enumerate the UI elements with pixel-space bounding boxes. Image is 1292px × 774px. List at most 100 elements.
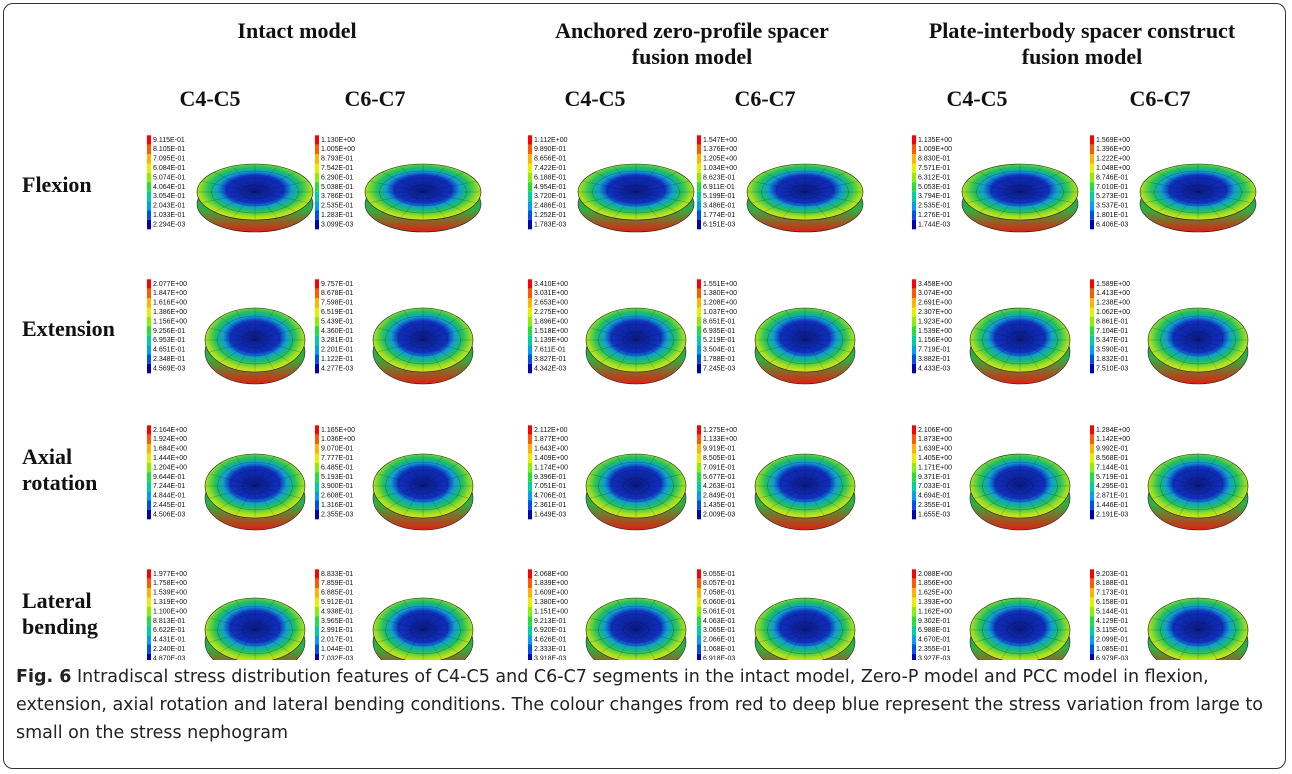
legend-swatch [697, 626, 701, 635]
legend-label: 4.670E-01 [918, 637, 950, 644]
legend-label: 5.219E-01 [703, 337, 735, 344]
legend-label: 7.058E-01 [703, 590, 735, 597]
legend-swatch [315, 317, 319, 326]
legend-label: 1.036E+00 [321, 436, 355, 443]
legend-swatch [697, 510, 701, 519]
legend-swatch [912, 626, 916, 635]
legend-swatch [315, 454, 319, 463]
legend-swatch [697, 607, 701, 616]
legend-swatch [912, 173, 916, 182]
legend-label: 7.571E-01 [918, 165, 950, 172]
legend-label: 5.074E-01 [153, 174, 185, 181]
legend-label: 5.053E-01 [918, 184, 950, 191]
legend-swatch [147, 220, 151, 229]
legend-swatch [315, 425, 319, 434]
legend-label: 8.813E-01 [153, 618, 185, 625]
legend-swatch [697, 355, 701, 364]
legend-swatch [147, 579, 151, 588]
legend-label: 8.678E-01 [321, 290, 353, 297]
legend-swatch [315, 435, 319, 444]
legend-label: 2.871E-01 [1096, 493, 1128, 500]
legend-swatch [147, 510, 151, 519]
legend-label: 4.506E-03 [153, 511, 185, 518]
legend-swatch [697, 598, 701, 607]
legend-swatch [147, 211, 151, 220]
legend-swatch [315, 569, 319, 578]
legend-label: 4.360E-01 [321, 328, 353, 335]
legend-label: 1.625E+00 [918, 590, 952, 597]
legend-label: 1.033E-01 [153, 212, 185, 219]
legend-label: 9.757E-01 [321, 281, 353, 288]
legend-swatch [147, 355, 151, 364]
legend-swatch [315, 182, 319, 191]
legend-label: 8.651E-01 [703, 318, 735, 325]
legend-label: 3.504E-01 [703, 347, 735, 354]
legend-label: 9.919E-01 [703, 446, 735, 453]
legend-label: 8.656E-01 [534, 156, 566, 163]
legend-swatch [528, 626, 532, 635]
legend-label: 1.446E-01 [1096, 502, 1128, 509]
legend-swatch [912, 211, 916, 220]
legend-label: 1.139E+00 [534, 337, 568, 344]
legend-swatch [697, 579, 701, 588]
legend-label: 1.044E-01 [321, 646, 353, 653]
legend-label: 2.355E-01 [918, 646, 950, 653]
legend-swatch [1090, 626, 1094, 635]
legend-label: 6.151E-03 [703, 221, 735, 228]
legend-swatch [528, 607, 532, 616]
legend-swatch [697, 135, 701, 144]
legend-label: 1.156E+00 [918, 337, 952, 344]
legend-label: 9.213E-01 [534, 618, 566, 625]
legend-label: 9.890E-01 [534, 146, 566, 153]
legend-label: 5.719E-01 [1096, 474, 1128, 481]
legend-label: 6.290E-01 [321, 174, 353, 181]
legend-label: 2.068E+00 [534, 571, 568, 578]
legend-swatch [697, 569, 701, 578]
legend-swatch [1090, 182, 1094, 191]
legend-label: 2.043E-01 [153, 203, 185, 210]
legend-label: 2.088E+00 [918, 571, 952, 578]
legend-label: 2.164E+00 [153, 427, 187, 434]
legend-label: 9.644E-01 [153, 474, 185, 481]
legend-label: 1.005E+00 [321, 146, 355, 153]
legend-label: 1.009E+00 [918, 146, 952, 153]
legend-swatch [315, 326, 319, 335]
legend-swatch [315, 220, 319, 229]
legend-label: 1.655E-03 [918, 511, 950, 518]
legend-swatch [315, 355, 319, 364]
legend-label: 1.085E-01 [1096, 646, 1128, 653]
legend-label: 6.920E-01 [534, 627, 566, 634]
legend-label: 6.979E-03 [1096, 655, 1128, 660]
legend-label: 7.032E-03 [321, 655, 353, 660]
legend-swatch [147, 598, 151, 607]
legend-label: 4.938E-01 [321, 608, 353, 615]
legend-label: 2.240E-01 [153, 646, 185, 653]
legend-swatch [1090, 164, 1094, 173]
legend-swatch [697, 298, 701, 307]
legend-swatch [147, 145, 151, 154]
legend-label: 5.038E-01 [321, 184, 353, 191]
legend-swatch [912, 645, 916, 654]
legend-label: 3.965E-01 [321, 618, 353, 625]
legend-label: 2.275E+00 [534, 309, 568, 316]
legend-label: 1.684E+00 [153, 446, 187, 453]
legend-swatch [528, 579, 532, 588]
legend-label: 1.413E+00 [1096, 290, 1130, 297]
legend-label: 1.396E+00 [1096, 146, 1130, 153]
legend-swatch [147, 654, 151, 660]
legend-swatch [912, 588, 916, 597]
row-label: Flexion [22, 172, 137, 198]
legend-label: 2.066E-01 [703, 637, 735, 644]
legend-label: 5.347E-01 [1096, 337, 1128, 344]
legend-label: 2.333E-01 [534, 646, 566, 653]
legend-label: 1.589E+00 [1096, 281, 1130, 288]
legend-swatch [315, 654, 319, 660]
legend-label: 4.954E-01 [534, 184, 566, 191]
legend-swatch [1090, 454, 1094, 463]
legend-label: 3.410E+00 [534, 281, 568, 288]
legend-swatch [912, 154, 916, 163]
legend-swatch [912, 569, 916, 578]
legend-label: 6.911E-01 [703, 184, 735, 191]
legend-label: 7.611E-01 [534, 347, 566, 354]
legend-swatch [697, 164, 701, 173]
